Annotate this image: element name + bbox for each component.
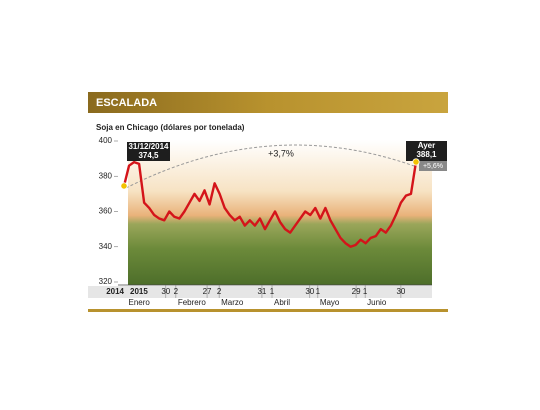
y-tick-label: 340 bbox=[99, 242, 113, 251]
x-tick-label: 27 bbox=[203, 287, 212, 296]
month-label: Abril bbox=[274, 298, 290, 307]
x-tick-label: 30 bbox=[396, 287, 405, 296]
month-label: Marzo bbox=[221, 298, 244, 307]
x-tick-label: 30 bbox=[305, 287, 314, 296]
header-bar bbox=[88, 92, 448, 113]
x-tick-label: 1 bbox=[316, 287, 321, 296]
chart-title: ESCALADA bbox=[96, 97, 157, 109]
x-tick-label: 30 bbox=[161, 287, 170, 296]
end-date: Ayer bbox=[418, 141, 436, 150]
x-tick-label: 1 bbox=[363, 287, 368, 296]
year-label: 2015 bbox=[130, 287, 148, 296]
bottom-bar bbox=[88, 309, 448, 312]
x-tick-label: 2 bbox=[217, 287, 222, 296]
start-box bbox=[127, 142, 170, 161]
month-label: Junio bbox=[367, 298, 387, 307]
month-label: Mayo bbox=[320, 298, 340, 307]
x-tick-label: 31 bbox=[257, 287, 266, 296]
month-label: Enero bbox=[129, 298, 151, 307]
y-tick-label: 380 bbox=[99, 171, 113, 180]
year-label: 2014 bbox=[106, 287, 124, 296]
y-tick-label: 360 bbox=[99, 207, 113, 216]
end-box bbox=[406, 141, 447, 161]
price-line bbox=[122, 160, 418, 248]
x-tick-label: 1 bbox=[270, 287, 275, 296]
start-value: 374,5 bbox=[138, 151, 159, 160]
background-photo bbox=[128, 140, 432, 285]
change-arc bbox=[125, 144, 415, 189]
start-date: 31/12/2014 bbox=[128, 142, 169, 151]
change-label: +3,7% bbox=[268, 148, 294, 158]
y-tick-label: 320 bbox=[99, 277, 113, 286]
month-label: Febrero bbox=[178, 298, 207, 307]
x-tick-label: 29 bbox=[352, 287, 361, 296]
day-row bbox=[88, 286, 432, 298]
end-value: 388,1 bbox=[416, 150, 437, 159]
x-tick-label: 2 bbox=[174, 287, 179, 296]
y-tick-label: 400 bbox=[99, 136, 113, 145]
end-change-box bbox=[419, 161, 447, 171]
chart-subtitle: Soja en Chicago (dólares por tonelada) bbox=[96, 123, 245, 132]
end-change: +5,6% bbox=[423, 163, 443, 170]
end-dot bbox=[120, 182, 128, 190]
end-dot bbox=[412, 158, 420, 166]
